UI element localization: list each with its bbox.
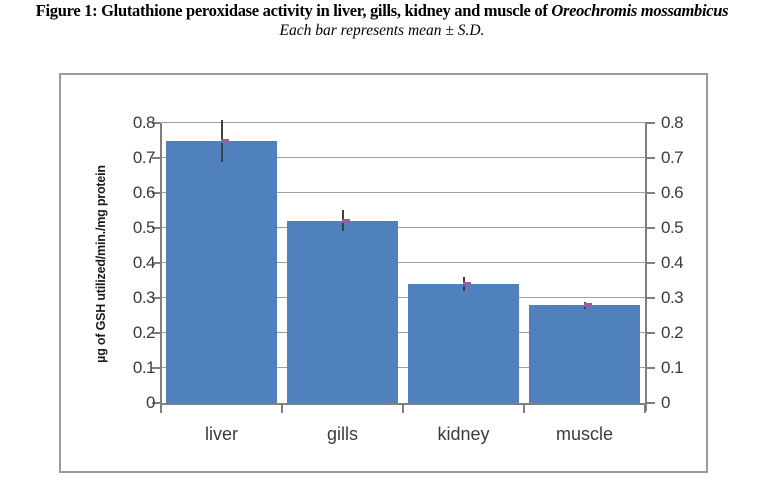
y-tick-label-left: 0.3 bbox=[132, 288, 156, 307]
y-tick-label-right: 0.7 bbox=[661, 148, 684, 167]
bar bbox=[166, 141, 277, 404]
y-tick-label-right: 0.6 bbox=[661, 183, 684, 202]
figure-title-text: Figure 1: Glutathione peroxidase activit… bbox=[35, 1, 552, 20]
y-tick-label-right: 0 bbox=[661, 393, 670, 412]
y-tick-label-left: 0.8 bbox=[132, 113, 156, 132]
y-axis-tick-left bbox=[152, 297, 161, 299]
y-axis-tick-left bbox=[152, 402, 161, 404]
gridline bbox=[162, 122, 645, 123]
y-axis-tick-right bbox=[645, 157, 655, 159]
x-axis-tick bbox=[523, 405, 525, 413]
error-mean-marker bbox=[342, 219, 350, 223]
y-tick-label-right: 0.5 bbox=[661, 218, 684, 237]
y-tick-label-right: 0.8 bbox=[661, 113, 684, 132]
gridline bbox=[162, 227, 645, 228]
x-axis-tick bbox=[160, 405, 162, 413]
chart-frame: µg of GSH utilized/min./mg protein liver… bbox=[59, 73, 708, 473]
y-tick-label-left: 0.1 bbox=[132, 358, 156, 377]
bar bbox=[287, 221, 398, 403]
bar bbox=[408, 284, 519, 403]
gridline bbox=[162, 157, 645, 158]
y-tick-label-left: 0.6 bbox=[132, 183, 156, 202]
y-axis-tick-left bbox=[152, 262, 161, 264]
y-axis-tick-left bbox=[152, 227, 161, 229]
y-axis-tick-right bbox=[645, 122, 655, 124]
x-axis-tick bbox=[644, 405, 646, 413]
gridline bbox=[162, 297, 645, 298]
y-axis-tick-left bbox=[152, 192, 161, 194]
figure-subtitle: Each bar represents mean ± S.D. bbox=[279, 22, 485, 39]
y-tick-label-left: 0.7 bbox=[132, 148, 156, 167]
y-axis-line-left bbox=[160, 123, 162, 411]
y-axis-tick-left bbox=[152, 122, 161, 124]
figure-title: Figure 1: Glutathione peroxidase activit… bbox=[0, 0, 764, 21]
y-axis-tick-right bbox=[645, 332, 655, 334]
y-axis-tick-left bbox=[152, 157, 161, 159]
x-axis-tick bbox=[402, 405, 404, 413]
category-label: liver bbox=[204, 424, 238, 444]
figure-title-species: Oreochromis mossambicus bbox=[551, 1, 729, 20]
gridline bbox=[162, 332, 645, 333]
y-tick-label-left: 0.4 bbox=[132, 253, 156, 272]
y-axis-line-right bbox=[645, 123, 647, 411]
y-tick-label-right: 0.3 bbox=[661, 288, 684, 307]
y-axis-tick-right bbox=[645, 192, 655, 194]
y-tick-label-right: 0.4 bbox=[661, 253, 684, 272]
y-axis-tick-right bbox=[645, 402, 655, 404]
y-tick-label-left: 0.2 bbox=[132, 323, 156, 342]
y-axis-tick-right bbox=[645, 367, 655, 369]
y-tick-label-right: 0.2 bbox=[661, 323, 684, 342]
y-axis-tick-left bbox=[152, 367, 161, 369]
gridline bbox=[162, 262, 645, 263]
figure-caption: Figure 1: Glutathione peroxidase activit… bbox=[0, 0, 764, 41]
y-axis-tick-right bbox=[645, 227, 655, 229]
gridline bbox=[162, 192, 645, 193]
error-mean-marker bbox=[584, 303, 592, 307]
category-label: kidney bbox=[437, 424, 490, 444]
bar bbox=[529, 305, 640, 403]
gridline bbox=[162, 367, 645, 368]
y-axis-tick-right bbox=[645, 262, 655, 264]
x-axis-tick bbox=[281, 405, 283, 413]
x-axis-line bbox=[160, 403, 647, 405]
category-label: gills bbox=[326, 424, 358, 444]
y-tick-label-left: 0.5 bbox=[132, 218, 156, 237]
y-tick-label-right: 0.1 bbox=[661, 358, 684, 377]
error-mean-marker bbox=[221, 139, 229, 143]
y-axis-tick-left bbox=[152, 332, 161, 334]
error-mean-marker bbox=[463, 282, 471, 286]
y-axis-tick-right bbox=[645, 297, 655, 299]
category-label: muscle bbox=[555, 424, 613, 444]
y-tick-label-left: 0 bbox=[146, 393, 155, 412]
